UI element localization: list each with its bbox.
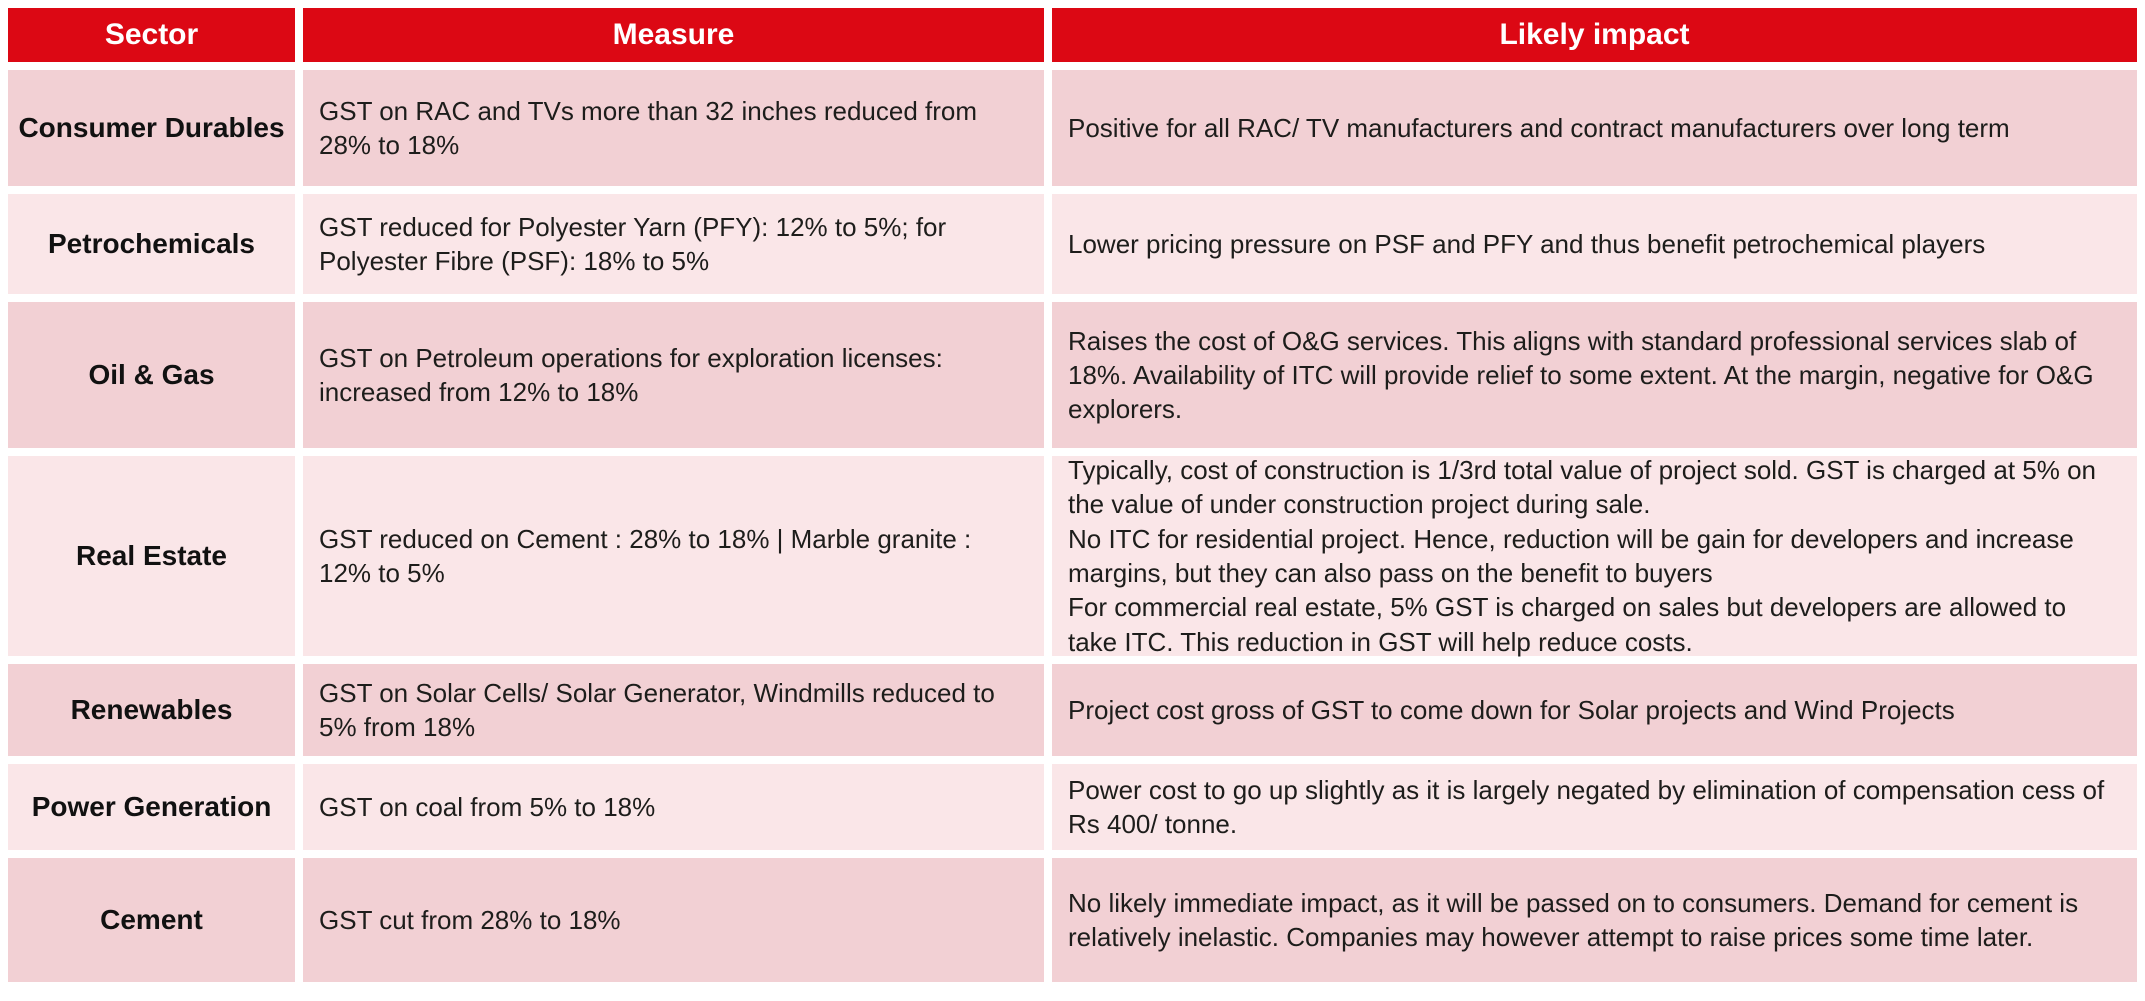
sector-cell-petrochemicals: Petrochemicals xyxy=(8,194,295,294)
measure-cell-oil-and-gas: GST on Petroleum operations for explorat… xyxy=(303,302,1044,448)
impact-cell-power-generation: Power cost to go up slightly as it is la… xyxy=(1052,764,2137,850)
measure-cell-power-generation: GST on coal from 5% to 18% xyxy=(303,764,1044,850)
sector-cell-oil-and-gas: Oil & Gas xyxy=(8,302,295,448)
column-header-measure: Measure xyxy=(303,8,1044,62)
sector-cell-power-generation: Power Generation xyxy=(8,764,295,850)
sector-cell-real-estate: Real Estate xyxy=(8,456,295,656)
impact-cell-renewables: Project cost gross of GST to come down f… xyxy=(1052,664,2137,756)
column-header-sector: Sector xyxy=(8,8,295,62)
impact-cell-petrochemicals: Lower pricing pressure on PSF and PFY an… xyxy=(1052,194,2137,294)
measure-cell-real-estate: GST reduced on Cement : 28% to 18% | Mar… xyxy=(303,456,1044,656)
impact-cell-consumer-durables: Positive for all RAC/ TV manufacturers a… xyxy=(1052,70,2137,186)
measure-cell-consumer-durables: GST on RAC and TVs more than 32 inches r… xyxy=(303,70,1044,186)
measure-cell-petrochemicals: GST reduced for Polyester Yarn (PFY): 12… xyxy=(303,194,1044,294)
column-header-likely-impact: Likely impact xyxy=(1052,8,2137,62)
sector-cell-cement: Cement xyxy=(8,858,295,982)
measure-cell-renewables: GST on Solar Cells/ Solar Generator, Win… xyxy=(303,664,1044,756)
measure-cell-cement: GST cut from 28% to 18% xyxy=(303,858,1044,982)
sector-cell-consumer-durables: Consumer Durables xyxy=(8,70,295,186)
impact-cell-real-estate: Typically, cost of construction is 1/3rd… xyxy=(1052,455,2137,657)
impact-cell-oil-and-gas: Raises the cost of O&G services. This al… xyxy=(1052,302,2137,448)
impact-cell-cement: No likely immediate impact, as it will b… xyxy=(1052,858,2137,982)
sector-cell-renewables: Renewables xyxy=(8,664,295,756)
